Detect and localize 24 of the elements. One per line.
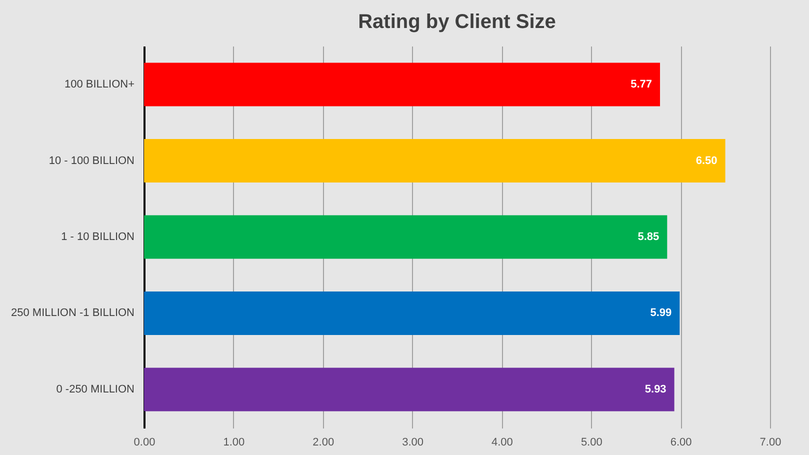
x-tick-label: 0.00 — [134, 436, 156, 448]
data-label: 5.77 — [630, 78, 652, 91]
bar — [144, 139, 726, 182]
data-label: 6.50 — [696, 154, 718, 167]
x-tick-label: 7.00 — [760, 436, 782, 448]
data-label: 5.93 — [644, 383, 666, 396]
x-tick-label: 6.00 — [670, 436, 692, 448]
bar — [144, 292, 680, 335]
bar — [144, 215, 668, 259]
y-tick-label: 0 -250 MILLION — [56, 383, 135, 396]
bar — [144, 368, 674, 412]
data-label: 5.85 — [638, 231, 660, 243]
y-tick-label: 100 BILLION+ — [64, 78, 134, 91]
x-tick-label: 1.00 — [223, 436, 245, 448]
x-tick-label: 4.00 — [492, 436, 513, 448]
y-tick-label: 250 MILLION -1 BILLION — [11, 307, 135, 320]
y-tick-label: 1 - 10 BILLION — [61, 231, 135, 243]
chart-title: Rating by Client Size — [358, 11, 556, 33]
x-tick-label: 3.00 — [402, 436, 424, 448]
x-tick-label: 2.00 — [312, 436, 334, 448]
bar — [144, 62, 660, 106]
data-label: 5.99 — [650, 307, 672, 320]
y-tick-label: 10 - 100 BILLION — [48, 154, 135, 167]
x-tick-label: 5.00 — [580, 436, 602, 448]
